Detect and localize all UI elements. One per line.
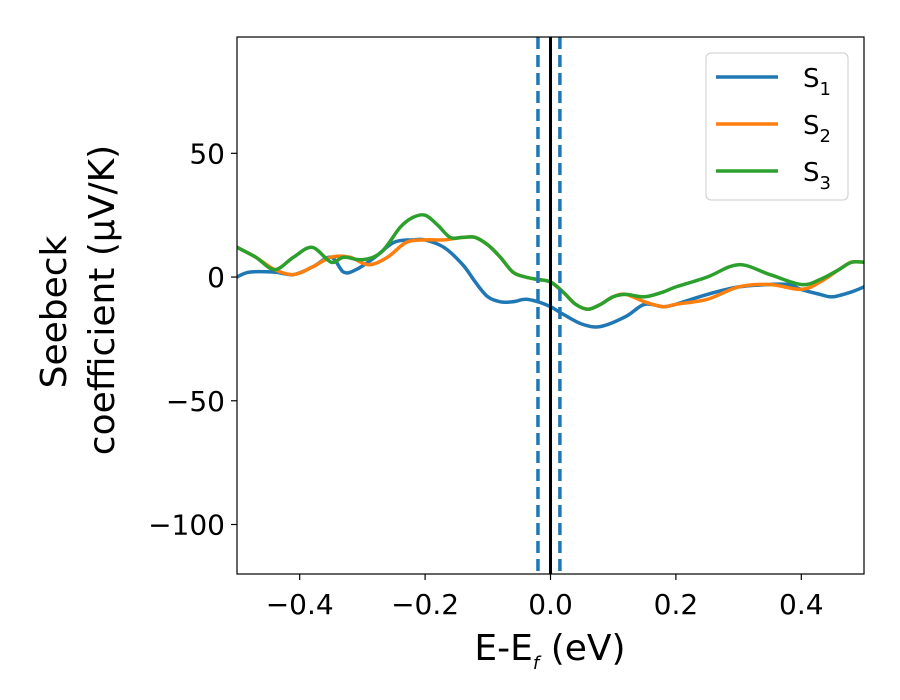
y-tick-label: −50 <box>166 385 225 418</box>
y-axis-ticks: 50 0 −50 −100 <box>148 137 237 542</box>
y-axis-label-line2: coefficient (μV/K) <box>82 145 123 455</box>
legend-label-s3: S3 <box>803 158 831 194</box>
y-axis-label-line1: Seebeck <box>34 235 75 388</box>
series-line-s3 <box>237 212 864 311</box>
x-tick-label: 0.2 <box>654 588 699 621</box>
y-tick-label: 0 <box>207 261 225 294</box>
y-axis-label: Seebeck coefficient (μV/K) <box>34 145 123 455</box>
data-layer <box>237 37 864 574</box>
x-tick-label: −0.2 <box>391 588 459 621</box>
legend-label-s1: S1 <box>803 64 831 100</box>
y-tick-label: −100 <box>148 509 225 542</box>
x-tick-label: −0.4 <box>266 588 334 621</box>
x-tick-label: 0.4 <box>779 588 824 621</box>
legend: S1 S2 S3 <box>705 52 849 201</box>
x-tick-label: 0.0 <box>528 588 573 621</box>
legend-label-s2: S2 <box>803 111 831 147</box>
x-axis-ticks: −0.4 −0.2 0.0 0.2 0.4 <box>266 574 824 621</box>
x-axis-label: E-Ef (eV) <box>474 628 625 674</box>
y-tick-label: 50 <box>189 137 225 170</box>
legend-box <box>705 52 849 201</box>
